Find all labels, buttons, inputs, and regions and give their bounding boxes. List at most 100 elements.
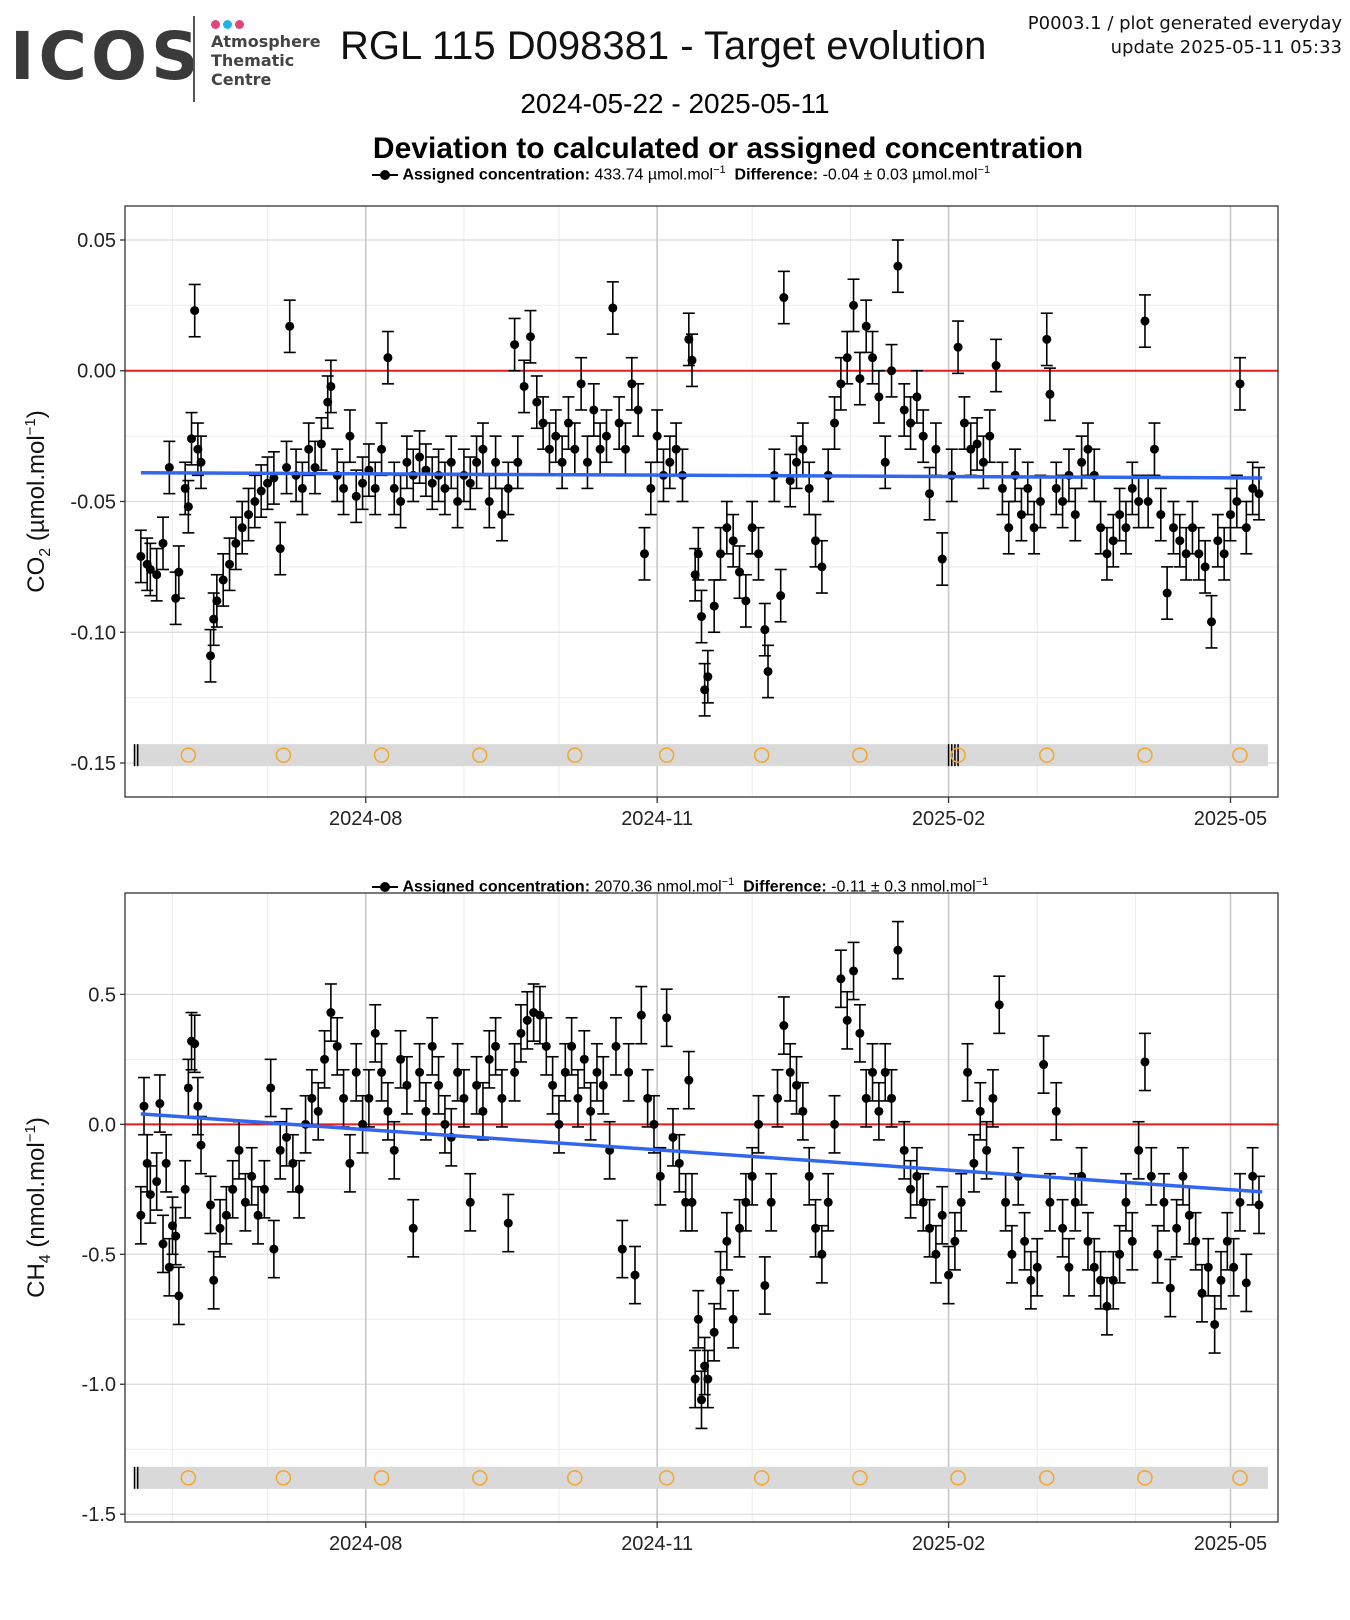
point-marker <box>1140 1057 1150 1067</box>
point-marker <box>985 431 995 441</box>
update-timestamp: update 2025-05-11 05:33 <box>1110 37 1342 58</box>
point-marker <box>215 1223 225 1233</box>
point-marker <box>234 1145 244 1155</box>
point-marker <box>313 1106 323 1116</box>
data-point <box>172 545 185 600</box>
point-marker <box>503 483 513 493</box>
point-marker <box>817 562 827 572</box>
point-marker <box>1121 1197 1131 1207</box>
point-marker <box>722 523 732 533</box>
data-point <box>578 1029 591 1089</box>
point-marker <box>849 966 859 976</box>
x-tick-label: 2025-05 <box>1194 808 1267 830</box>
data-point <box>369 1003 382 1063</box>
legend-point-line-icon <box>372 168 398 182</box>
data-point <box>891 239 904 294</box>
plot-frame <box>124 892 1279 1523</box>
point-marker <box>1140 316 1150 326</box>
data-point <box>720 500 733 555</box>
data-point <box>150 547 163 602</box>
data-point <box>223 537 236 592</box>
point-marker <box>570 444 580 454</box>
point-marker <box>164 463 174 473</box>
data-point <box>356 1094 369 1154</box>
point-marker <box>1216 1275 1226 1285</box>
point-marker <box>836 379 846 389</box>
data-point <box>302 422 315 477</box>
page-title: RGL 115 D098381 - Target evolution <box>340 24 987 68</box>
data-point <box>1154 487 1167 542</box>
point-marker <box>693 1314 703 1324</box>
data-point <box>1224 487 1237 542</box>
data-point <box>635 985 648 1045</box>
point-marker <box>339 483 349 493</box>
data-point <box>815 1224 828 1284</box>
data-point <box>853 351 866 406</box>
y-tick-label: -0.10 <box>70 622 116 644</box>
point-marker <box>1229 1262 1239 1272</box>
point-marker <box>563 418 573 428</box>
point-marker <box>1254 489 1264 499</box>
point-marker <box>652 431 662 441</box>
difference-value: -0.11 ± 0.3 nmol.mol <box>831 878 976 896</box>
data-point <box>483 1029 496 1089</box>
data-point <box>144 1165 157 1224</box>
y-tick-label: -0.05 <box>70 492 116 514</box>
point-marker <box>206 651 216 661</box>
data-point <box>923 466 936 521</box>
data-point <box>638 526 651 581</box>
point-marker <box>408 1223 418 1233</box>
point-marker <box>754 1119 764 1129</box>
data-point <box>261 456 274 511</box>
data-point <box>1205 594 1218 649</box>
unit-exponent: −1 <box>721 876 735 888</box>
point-marker <box>237 523 247 533</box>
y-axis-title: CH4 (nmol.mol−1) <box>22 1117 54 1298</box>
point-marker <box>861 321 871 331</box>
data-point <box>936 1185 949 1245</box>
point-marker <box>684 1075 694 1085</box>
point-marker <box>636 1010 646 1020</box>
data-point <box>451 474 464 529</box>
trend-line <box>140 470 1263 480</box>
data-point <box>267 1219 280 1279</box>
data-point <box>597 1055 610 1115</box>
ch4-legend: Assigned concentration: 2070.36 nmol.mol… <box>372 876 988 896</box>
data-point <box>1173 513 1186 568</box>
point-marker <box>598 1080 608 1090</box>
data-point <box>1081 1211 1094 1271</box>
data-point <box>514 1003 527 1063</box>
point-marker <box>1029 523 1039 533</box>
y-tick-label: 0.0 <box>88 1114 116 1136</box>
data-point <box>258 1159 271 1219</box>
data-point <box>457 1068 470 1128</box>
point-marker <box>798 444 808 454</box>
data-point <box>518 359 531 414</box>
point-marker <box>519 381 529 391</box>
point-marker <box>247 1171 257 1181</box>
data-point <box>502 1193 515 1253</box>
data-point <box>169 1206 182 1266</box>
point-marker <box>522 1015 532 1025</box>
data-point <box>1088 1237 1101 1297</box>
data-point <box>508 317 521 372</box>
point-marker <box>1213 536 1223 546</box>
point-marker <box>868 353 878 363</box>
flag-circle-icon <box>373 747 390 763</box>
data-point <box>1015 487 1028 542</box>
data-point <box>654 1146 667 1206</box>
data-point <box>746 500 759 555</box>
data-point <box>986 1068 999 1128</box>
point-marker <box>190 306 200 316</box>
data-point <box>1132 474 1145 529</box>
data-point <box>400 435 413 490</box>
point-marker <box>1004 523 1014 533</box>
y-tick-label: 0.05 <box>77 230 116 252</box>
data-point <box>689 547 702 602</box>
point-marker <box>187 434 197 444</box>
point-marker <box>155 1099 165 1109</box>
data-point <box>1145 1146 1158 1206</box>
data-point <box>628 1245 641 1305</box>
data-point <box>1176 1146 1189 1206</box>
y-axis-title-part: (nmol.mol <box>23 1142 50 1254</box>
